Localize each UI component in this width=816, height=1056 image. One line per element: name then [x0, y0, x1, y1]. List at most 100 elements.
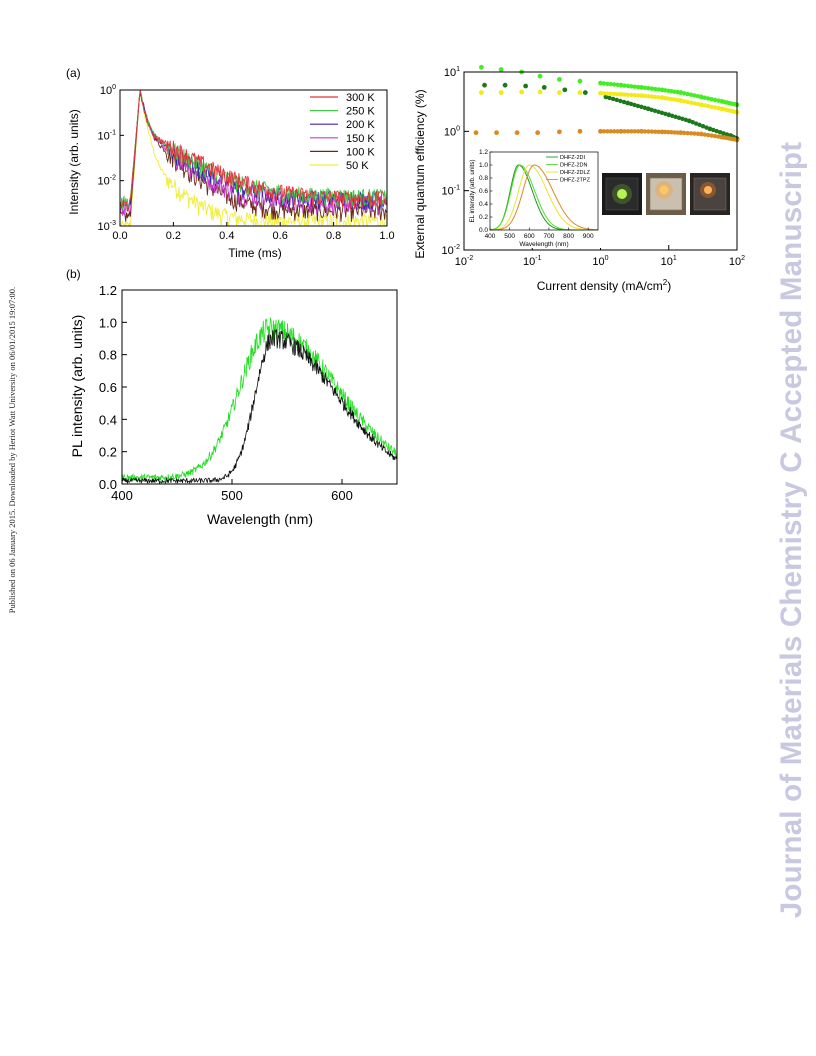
data-point-dense — [653, 129, 658, 134]
data-point — [535, 130, 541, 136]
x-tick-label-c: 101 — [661, 255, 677, 268]
data-point-dense — [642, 129, 648, 134]
data-point-dense — [622, 83, 627, 88]
data-point-dense — [695, 101, 701, 107]
x-tick-label-b: 600 — [331, 488, 353, 503]
inset-x-tick-label: 800 — [563, 233, 574, 240]
data-point-dense — [618, 98, 623, 104]
data-point — [639, 128, 644, 134]
y-tick-label-a: 10-2 — [98, 175, 117, 188]
data-point-dense — [675, 89, 680, 95]
data-point-dense — [709, 96, 714, 102]
inset-x-tick-label: 400 — [485, 233, 496, 240]
data-point-dense — [646, 94, 651, 99]
data-point — [666, 112, 672, 118]
data-point-dense — [681, 99, 687, 104]
data-point-dense — [625, 92, 631, 97]
data-point-dense — [605, 129, 610, 134]
plot-frame-a — [119, 89, 388, 227]
x-axis-label-c-sup: 2 — [663, 278, 668, 287]
data-point-dense — [608, 91, 613, 96]
data-point-dense — [705, 103, 711, 109]
data-point-dense — [622, 129, 627, 134]
data-point-dense — [642, 105, 647, 111]
data-point-dense — [653, 94, 658, 100]
data-point-dense — [695, 131, 701, 137]
data-point-dense — [635, 93, 641, 98]
data-point-dense — [717, 129, 723, 135]
data-point-dense — [649, 86, 655, 91]
inset-series-line — [490, 164, 598, 231]
inset-y-tick-label: 1.0 — [479, 162, 488, 169]
data-point-dense — [652, 108, 658, 113]
data-point-dense — [628, 101, 634, 107]
y-tick-label-c: 10-1 — [442, 185, 461, 198]
data-point-dense — [601, 91, 607, 96]
download-watermark: Published on 06 January 2015. Downloaded… — [2, 240, 22, 660]
x-axis-label-a: Time (ms) — [228, 246, 282, 260]
inset-series-line — [490, 164, 598, 231]
y-tick-label-b: 1.0 — [99, 315, 117, 330]
data-point — [698, 131, 704, 137]
data-point-dense — [611, 82, 617, 87]
data-point — [582, 90, 588, 95]
data-point-dense — [622, 92, 627, 97]
data-point — [479, 64, 484, 70]
data-point-dense — [656, 95, 661, 100]
panel-a-plot: 0.0 0.2 0.4 0.6 0.8 1.0 10-3 10-2 10-1 100 300 K 25… — [98, 84, 395, 242]
data-point-dense — [629, 92, 634, 98]
y-axis-label-b: PL intensity (arb. units) — [69, 315, 85, 458]
inset-background — [476, 148, 602, 248]
data-point-dense — [712, 97, 718, 103]
data-point-dense — [700, 124, 706, 129]
data-point-dense — [615, 82, 620, 88]
y-tick-label-a: 10-3 — [98, 220, 117, 233]
data-point-dense — [702, 95, 707, 100]
data-point-dense — [695, 94, 701, 99]
data-point — [494, 130, 499, 136]
x-axis-label-b: Wavelength (nm) — [207, 511, 313, 527]
data-point — [557, 77, 562, 82]
x-axis-label-c-main: Current density (mA/cm — [537, 279, 663, 293]
data-point-dense — [611, 91, 617, 97]
x-tick-label-a: 0.2 — [166, 230, 181, 242]
data-point-dense — [724, 132, 730, 137]
data-point — [557, 90, 562, 95]
data-point-dense — [635, 84, 641, 90]
legend-label: 50 K — [346, 160, 369, 172]
data-point-dense — [615, 91, 620, 97]
x-tick-label-a: 0.8 — [326, 230, 341, 242]
data-point-dense — [675, 130, 680, 135]
data-point — [577, 128, 583, 134]
data-point-dense — [672, 130, 677, 135]
data-point-dense — [732, 137, 737, 142]
data-point-dense — [663, 111, 668, 116]
data-point — [498, 90, 504, 95]
data-point-dense — [659, 110, 665, 115]
data-point-dense — [688, 131, 694, 136]
data-point — [537, 73, 543, 79]
journal-watermark: Journal of Materials Chemistry C Accepte… — [764, 100, 816, 960]
data-point-dense — [688, 92, 694, 97]
y-tick-label-c: 10-2 — [442, 244, 461, 257]
data-point — [577, 90, 583, 95]
data-point-dense — [709, 133, 714, 138]
data-point — [625, 100, 631, 106]
data-point-dense — [611, 129, 617, 134]
y-tick-label-b: 1.2 — [99, 283, 117, 298]
data-point-dense — [642, 93, 648, 99]
inset-legend-label: DHFZ-2DN — [560, 163, 588, 169]
x-axis-label-c-end: ) — [667, 279, 671, 293]
data-point-dense — [693, 121, 699, 126]
data-point-dense — [632, 102, 637, 108]
legend-label: 300 K — [346, 92, 375, 104]
plot-frame-b — [121, 289, 398, 485]
panel-label-a: (a) — [66, 66, 81, 80]
x-tick-label-b: 400 — [111, 488, 133, 503]
data-point-dense — [639, 104, 644, 110]
x-axis-label-c: Current density (mA/cm2) — [537, 278, 671, 293]
data-point — [577, 78, 583, 84]
device-photo-red — [690, 173, 730, 215]
data-point-dense — [681, 91, 687, 96]
data-point-dense — [621, 99, 627, 105]
